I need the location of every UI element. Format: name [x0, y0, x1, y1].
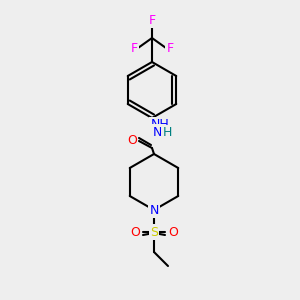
- Text: F: F: [167, 41, 174, 55]
- Text: NH: NH: [151, 118, 169, 131]
- Text: F: F: [148, 14, 156, 26]
- Text: F: F: [130, 41, 138, 55]
- Text: N: N: [149, 203, 159, 217]
- Text: S: S: [150, 226, 158, 238]
- Text: N: N: [152, 125, 162, 139]
- Text: O: O: [130, 226, 140, 238]
- Text: O: O: [127, 134, 137, 148]
- Text: H: H: [162, 127, 172, 140]
- Text: O: O: [168, 226, 178, 238]
